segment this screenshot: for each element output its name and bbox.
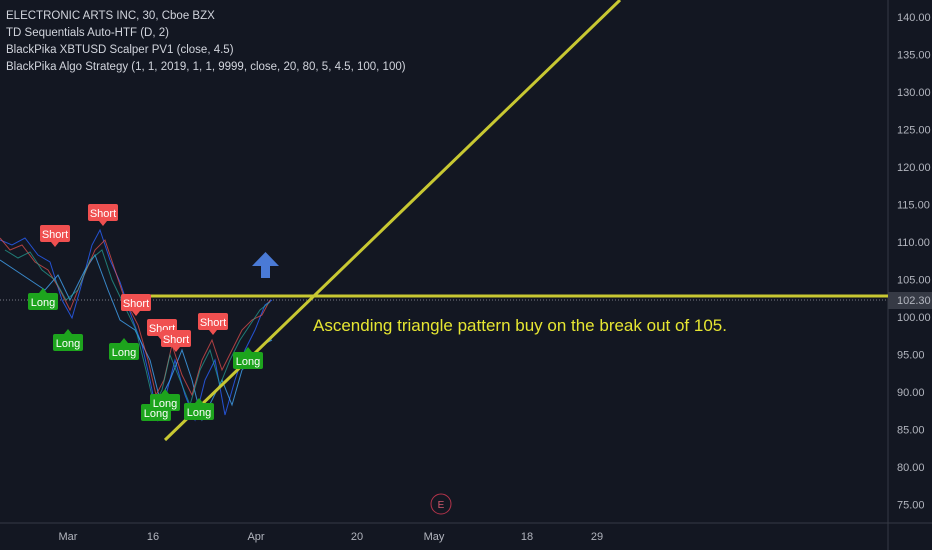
arrow-head [252, 252, 279, 266]
signal-label: Long [112, 347, 136, 359]
price-label: 120.00 [897, 162, 931, 174]
price-label: 95.00 [897, 350, 925, 362]
price-label: 110.00 [897, 237, 930, 249]
time-label: Apr [247, 531, 264, 543]
time-label: Mar [59, 531, 78, 543]
signal-label: Long [153, 398, 177, 410]
signal-long: Long [109, 338, 139, 360]
signal-label: Long [187, 407, 211, 419]
time-label: 16 [147, 531, 159, 543]
current-price-box [888, 292, 932, 309]
signal-label: Long [31, 297, 55, 309]
signal-box [233, 352, 263, 369]
signal-box [198, 313, 228, 330]
time-label: 29 [591, 531, 603, 543]
signal-box [109, 343, 139, 360]
signal-long: Long [28, 288, 58, 310]
signal-label: Short [200, 317, 226, 329]
signal-box [161, 330, 191, 347]
price-label: 75.00 [897, 500, 925, 512]
price-label: 125.00 [897, 125, 931, 137]
time-label: May [424, 531, 445, 543]
signal-pointer [209, 330, 217, 335]
legend-line: TD Sequentials Auto-HTF (D, 2) [6, 27, 169, 39]
indicator-line [0, 253, 273, 422]
signal-box [28, 293, 58, 310]
current-price: 102.30 [897, 295, 931, 307]
legend: ELECTRONIC ARTS INC, 30, Cboe BZX TD Sequ… [6, 10, 406, 73]
signal-pointer [161, 389, 169, 394]
signal-label: Long [56, 338, 80, 350]
time-axis: Mar 16 Apr 20 May 18 29 [59, 531, 604, 543]
signal-box [40, 225, 70, 242]
signal-label: Long [236, 356, 260, 368]
signal-box [150, 394, 180, 411]
signal-box [184, 403, 214, 420]
signal-pointer [132, 311, 140, 316]
price-line [0, 237, 271, 397]
signal-long: Long [233, 347, 263, 369]
signal-label: Short [90, 208, 116, 220]
price-label: 80.00 [897, 462, 925, 474]
arrow-up [252, 252, 279, 278]
legend-line: BlackPika XBTUSD Scalper PV1 (close, 4.5… [6, 44, 234, 56]
signal-box [121, 294, 151, 311]
time-label: 20 [351, 531, 363, 543]
price-label: 90.00 [897, 387, 925, 399]
arrow-shaft [261, 263, 270, 278]
price-label: 85.00 [897, 425, 925, 437]
legend-line: ELECTRONIC ARTS INC, 30, Cboe BZX [6, 10, 215, 22]
annotation: Ascending triangle pattern buy on the br… [313, 316, 727, 335]
signal-pointer [99, 221, 107, 226]
signal-pointer [195, 398, 203, 403]
event-label: E [438, 500, 445, 511]
signal-long: Long [150, 389, 180, 411]
signal-short: Short [198, 313, 228, 335]
price-line [4, 249, 271, 407]
signal-pointer [51, 242, 59, 247]
price-axis: 140.00 135.00 130.00 125.00 120.00 115.00 110.… [897, 12, 931, 512]
event-marker [430, 493, 452, 515]
signal-short: Short [121, 294, 151, 316]
signal-label: Short [163, 334, 189, 346]
signal-label: Short [42, 229, 68, 241]
signal-pointer [39, 288, 47, 293]
legend-line: BlackPika Algo Strategy (1, 1, 2019, 1, … [6, 61, 406, 73]
signal-short: Short [40, 225, 70, 247]
signal-short: Short [161, 330, 191, 352]
signal-short: Short [88, 204, 118, 226]
signal-box [53, 334, 83, 351]
price-label: 140.00 [897, 12, 931, 24]
price-series [0, 228, 273, 422]
price-label: 135.00 [897, 50, 931, 62]
signals: ShortShortShortShortShortShortLongLongLo… [28, 204, 263, 421]
signal-label: Short [123, 298, 149, 310]
signal-pointer [244, 347, 252, 352]
price-label: 130.00 [897, 87, 931, 99]
signal-pointer [64, 329, 72, 334]
signal-long: Long [184, 398, 214, 420]
signal-pointer [172, 347, 180, 352]
price-label: 100.00 [897, 312, 931, 324]
time-label: 18 [521, 531, 533, 543]
signal-box [88, 204, 118, 221]
signal-pointer [120, 338, 128, 343]
price-label: 105.00 [897, 275, 931, 287]
signal-long: Long [53, 329, 83, 351]
price-label: 115.00 [897, 200, 930, 212]
